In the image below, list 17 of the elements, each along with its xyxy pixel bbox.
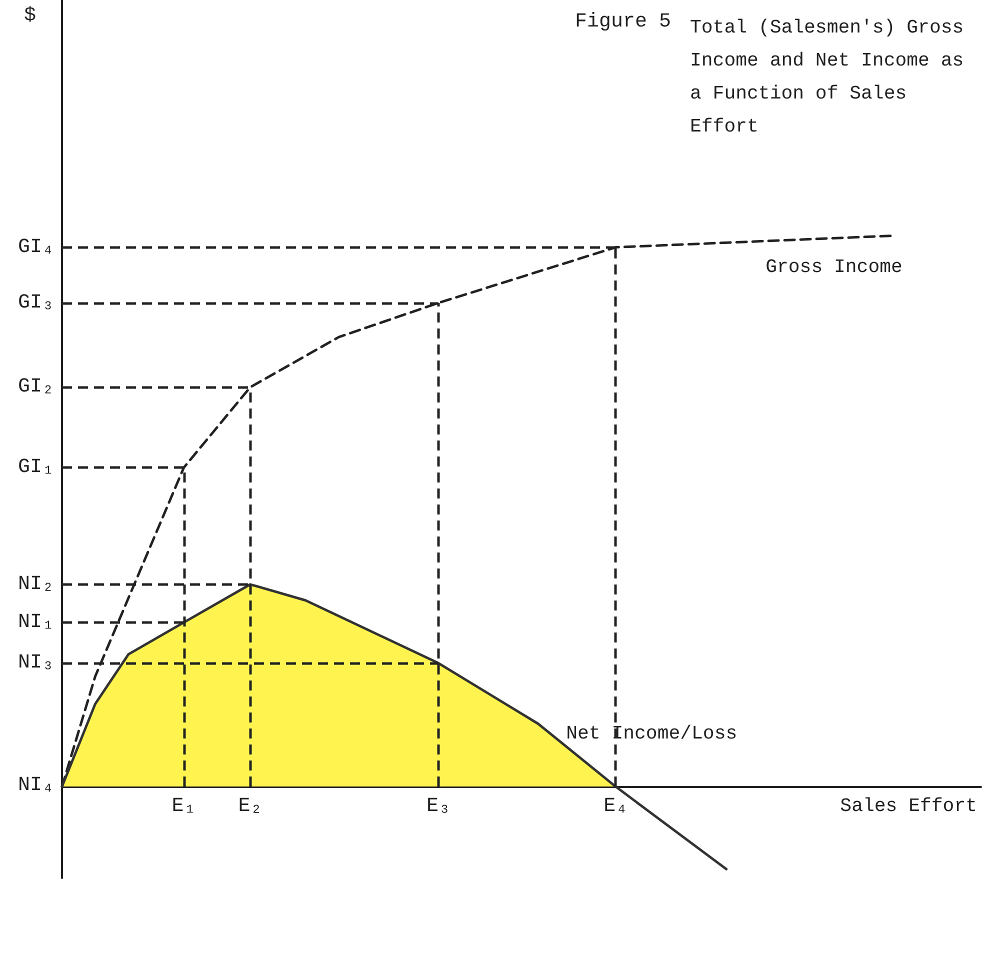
text: NI₄ xyxy=(18,774,54,798)
series-label: Gross Income xyxy=(766,256,902,278)
annotation: NI₁ xyxy=(18,610,54,634)
x-axis-title: Sales Effort xyxy=(840,795,977,818)
caption: Figure 5 xyxy=(575,10,672,34)
annotation: NI₃ xyxy=(18,652,54,675)
annotation: GI₃ xyxy=(18,291,54,314)
annotation: GI₁ xyxy=(18,456,54,480)
annotation: GI₄ xyxy=(18,236,54,259)
x-tick-label: E₁ xyxy=(172,795,196,818)
text: $ xyxy=(24,4,36,28)
x-tick-label: E₄ xyxy=(604,795,628,818)
x-tick-label: E₃ xyxy=(426,795,450,818)
annotation: NI₂ xyxy=(18,572,54,596)
chart-title: Total (Salesmen's) Gross Income and Net Income as a Function of Sales Effort xyxy=(690,16,976,138)
x-tick-label: E₂ xyxy=(238,795,262,818)
annotation: GI₂ xyxy=(18,376,54,399)
